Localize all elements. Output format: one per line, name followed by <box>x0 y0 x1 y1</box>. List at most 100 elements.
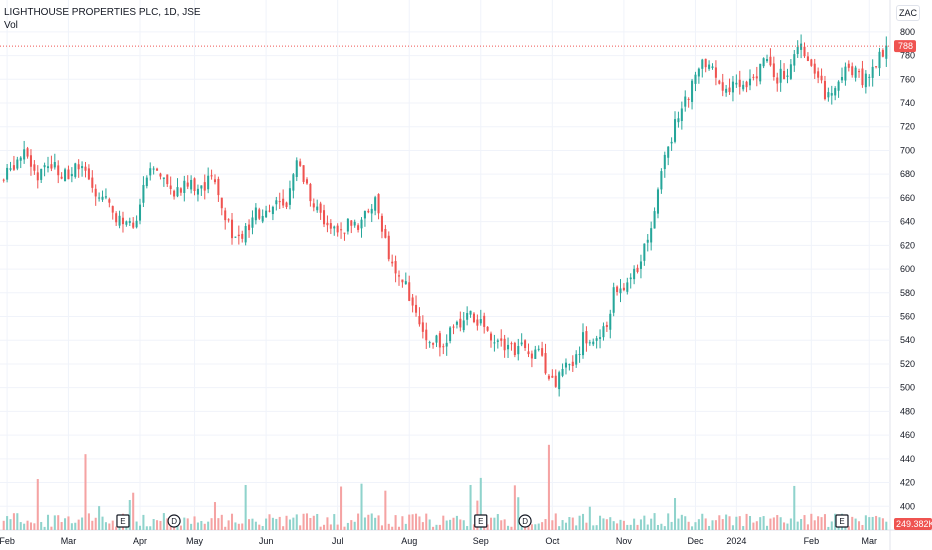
candle-body <box>227 219 230 221</box>
candle-body <box>142 184 145 203</box>
candle-body <box>762 58 765 67</box>
volume-bar <box>244 484 247 530</box>
candle-body <box>254 207 257 221</box>
chart-legend: LIGHTHOUSE PROPERTIES PLC, 1D, JSE Vol <box>4 6 201 32</box>
y-tick-label: 540 <box>900 335 915 345</box>
volume-bar <box>830 521 833 530</box>
x-tick-label: 2024 <box>726 536 746 546</box>
x-tick-label: Aug <box>401 536 417 546</box>
volume-bar <box>57 515 60 530</box>
volume-bar <box>36 479 39 530</box>
volume-bar <box>571 517 574 530</box>
time-axis[interactable]: Feb Mar Apr May Jun Jul Aug Sep Oct Nov Dec 2024 Feb… <box>0 536 877 546</box>
volume-bar <box>64 518 67 530</box>
volume-bar <box>687 521 690 530</box>
volume-bar <box>53 515 56 530</box>
x-tick-label: Mar <box>862 536 878 546</box>
volume-bar <box>408 514 411 530</box>
price-axis[interactable]: 400 420 440 460 480 500 520 540 560 580 600 620 640 6… <box>900 27 915 511</box>
candle-body <box>87 168 90 180</box>
volume-bar <box>268 514 271 530</box>
earnings-marker[interactable]: E <box>835 514 849 528</box>
volume-bar <box>207 521 210 530</box>
x-tick-label: Dec <box>687 536 704 546</box>
candle-body <box>319 203 322 213</box>
candle-body <box>224 210 227 221</box>
volume-bar <box>558 526 561 530</box>
candle-body <box>711 66 714 68</box>
candle-body <box>479 319 482 324</box>
y-tick-label: 440 <box>900 454 915 464</box>
volume-bar <box>305 513 309 530</box>
candle-body <box>854 67 857 78</box>
candle-body <box>173 190 176 197</box>
x-tick-label: Sep <box>473 536 489 546</box>
candle-body <box>115 213 118 223</box>
candle-body <box>527 351 530 355</box>
x-tick-label: Nov <box>616 536 633 546</box>
candle-body <box>421 322 424 332</box>
volume-bar <box>493 517 496 530</box>
candle-body <box>302 165 305 182</box>
candle-body <box>384 228 387 238</box>
candle-body <box>851 66 854 76</box>
volume-bar <box>248 519 251 530</box>
volume-bar <box>691 526 694 530</box>
volume-bar <box>656 524 660 530</box>
volume-bar <box>115 526 118 530</box>
currency-button[interactable]: ZAC <box>896 5 920 21</box>
candle-body <box>462 320 465 331</box>
volume-bar <box>193 516 196 530</box>
volume-bar <box>524 526 527 530</box>
candle-body <box>357 225 360 230</box>
volume-bar <box>602 518 605 530</box>
candle-body <box>541 348 544 356</box>
earnings-marker[interactable]: E <box>116 514 130 528</box>
volume-bar <box>544 519 547 530</box>
candle-body <box>875 66 878 68</box>
volume-bar <box>653 513 656 530</box>
candle-body <box>391 261 394 264</box>
candle-body <box>731 81 734 93</box>
candle-body <box>94 188 97 197</box>
candle-body <box>401 279 404 283</box>
x-tick-label: Mar <box>61 536 77 546</box>
volume-bar <box>449 519 452 530</box>
candle-body <box>834 88 837 96</box>
candle-body <box>190 179 193 190</box>
dividend-marker[interactable]: D <box>167 514 181 528</box>
volume-bar <box>694 522 697 530</box>
candle-body <box>629 277 632 280</box>
volume-bar <box>605 519 608 530</box>
volume-bar <box>258 524 261 530</box>
candle-body <box>503 338 506 351</box>
volume-bar <box>108 523 111 530</box>
candle-body <box>285 202 288 208</box>
candle-body <box>530 353 533 359</box>
volume-bar <box>769 518 772 530</box>
volume-bar <box>823 514 826 530</box>
candle-body <box>551 375 554 378</box>
candle-body <box>435 335 438 343</box>
candle-body <box>98 197 101 199</box>
candle-body <box>755 76 758 79</box>
candle-body <box>810 59 813 66</box>
volume-bar <box>377 515 380 530</box>
y-tick-label: 460 <box>900 430 915 440</box>
y-tick-label: 760 <box>900 74 915 84</box>
volume-bar <box>138 525 142 530</box>
candle-body <box>442 346 445 348</box>
candle-body <box>496 340 499 342</box>
dividend-marker[interactable]: D <box>518 514 532 528</box>
candle-body <box>742 84 745 90</box>
volume-bar <box>74 522 77 530</box>
candle-body <box>183 180 186 193</box>
candle-body <box>60 176 63 179</box>
candle-body <box>847 63 850 68</box>
volume-bar <box>200 520 203 530</box>
candle-body <box>312 203 315 208</box>
earnings-marker[interactable]: E <box>474 514 488 528</box>
candle-body <box>118 215 121 226</box>
